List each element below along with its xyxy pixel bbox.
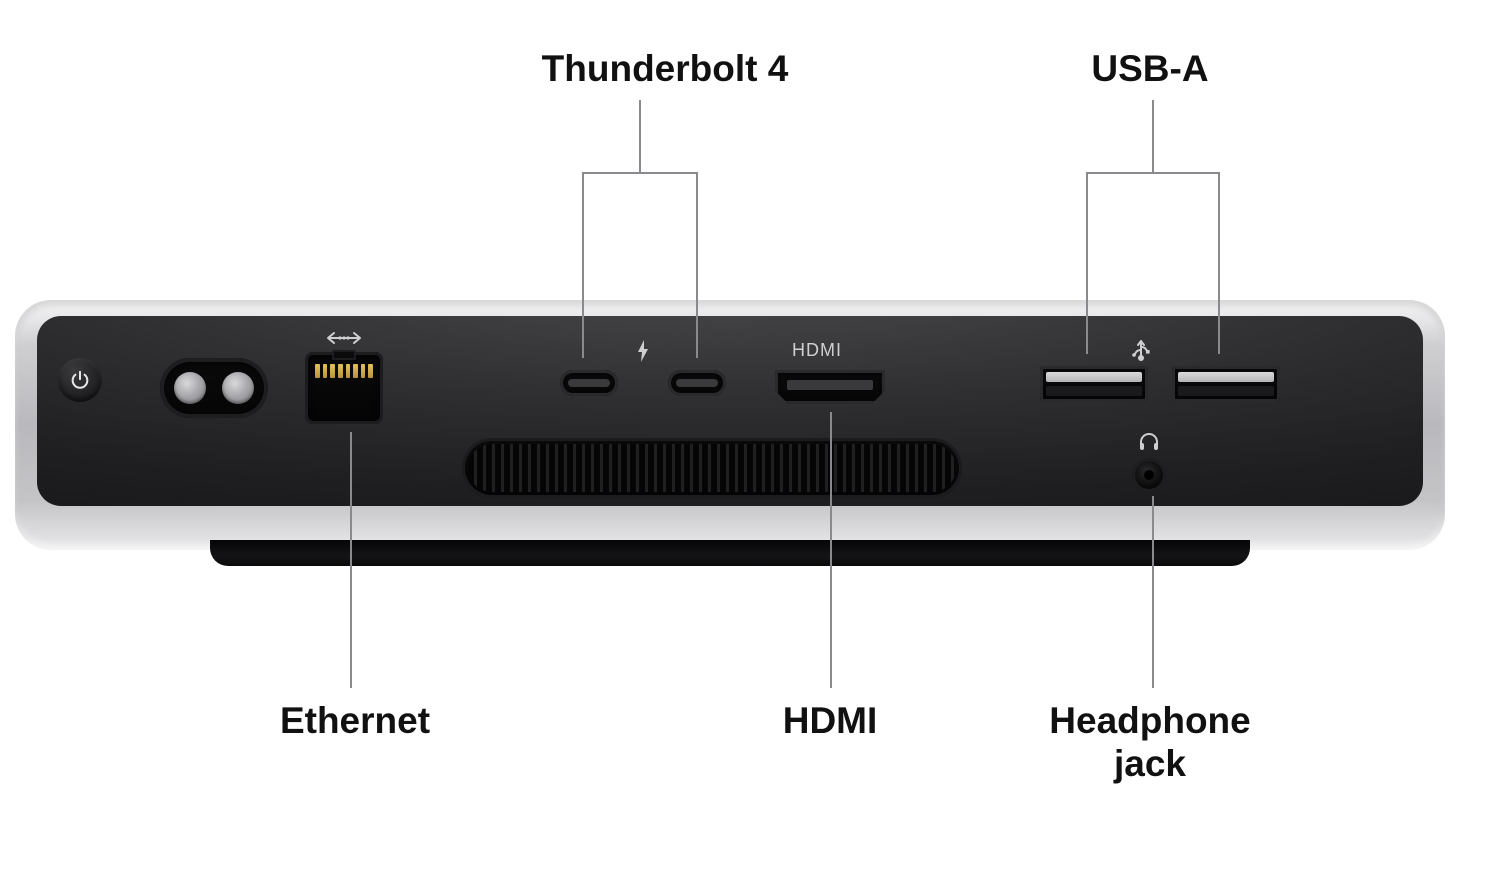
thunderbolt-port-1 [560,370,618,396]
hdmi-port [775,370,885,404]
callout-thunderbolt: Thunderbolt 4 [535,48,795,91]
power-button [58,358,102,402]
callout-hdmi: HDMI [770,700,890,743]
leader-line [582,172,584,358]
power-icon [69,369,91,391]
leader-line [1218,172,1220,354]
callout-headphone: Headphone jack [1020,700,1280,785]
device-foot [210,540,1250,566]
headphones-icon [1138,430,1160,457]
ethernet-icon [322,328,366,353]
ethernet-port [305,352,383,424]
usb-a-port-2 [1172,366,1280,402]
leader-line [1152,100,1154,172]
ac-power-inlet [160,358,268,418]
leader-line [1086,172,1218,174]
ethernet-pins [315,364,373,378]
leader-line [1152,496,1154,688]
thunderbolt-port-2 [668,370,726,396]
callout-ethernet: Ethernet [270,700,440,743]
leader-line [830,412,832,688]
cooling-vent [462,438,962,498]
diagram-stage: { "canvas": { "width": 1500, "height": 8… [0,0,1500,880]
callout-usb-a: USB-A [1060,48,1240,91]
usb-a-port-1 [1040,366,1148,402]
headphone-jack [1132,458,1166,492]
leader-line [696,172,698,358]
leader-line [1086,172,1088,354]
thunderbolt-icon [636,340,650,367]
hdmi-port-label: HDMI [792,340,842,361]
leader-line [582,172,696,174]
leader-line [639,100,641,172]
usb-icon [1128,336,1154,367]
leader-line [350,432,352,688]
ac-pin-left [174,372,206,404]
ac-pin-right [222,372,254,404]
vent-grille [468,444,956,492]
